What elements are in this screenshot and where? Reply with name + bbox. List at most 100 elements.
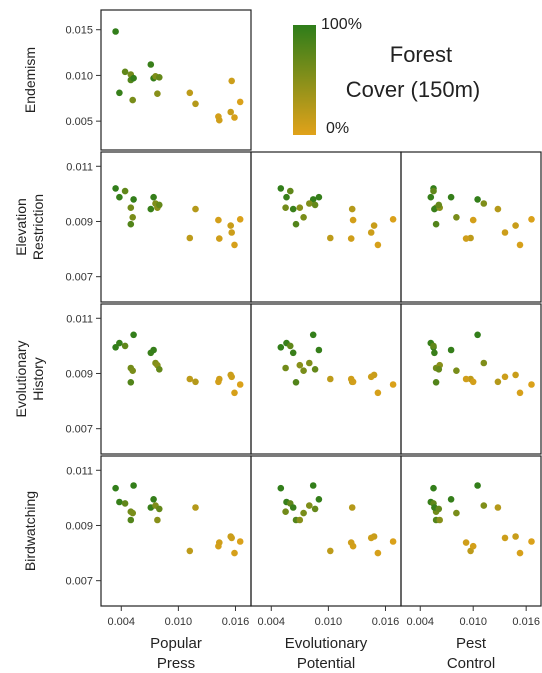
panel-endemism-vs-popular-press <box>100 9 252 151</box>
data-point <box>494 504 502 511</box>
y-tick-label: 0.010 <box>65 70 93 82</box>
data-point <box>129 214 136 221</box>
y-tick-label: 0.009 <box>65 368 93 380</box>
data-point <box>231 241 238 249</box>
x-tick-label: 0.016 <box>222 616 250 628</box>
y-tick-label: 0.011 <box>66 465 93 477</box>
data-point <box>480 502 488 509</box>
data-point <box>116 498 123 506</box>
data-point <box>292 379 300 386</box>
data-point <box>156 505 163 513</box>
x-tick-label: 0.016 <box>372 616 400 628</box>
data-point <box>435 366 443 373</box>
panel-grid <box>100 9 542 607</box>
data-point <box>327 234 334 242</box>
data-point <box>300 509 307 517</box>
data-point <box>462 235 470 242</box>
data-point <box>348 205 356 213</box>
x-tick-label: 0.016 <box>512 616 540 628</box>
data-point <box>130 331 137 339</box>
data-point <box>431 349 438 357</box>
col-label-evolutionary-potential: Evolutionary Potential <box>285 635 368 672</box>
x-tick-label: 0.004 <box>406 616 434 628</box>
data-point <box>192 205 199 213</box>
y-tick-label: 0.007 <box>65 272 93 284</box>
data-point <box>370 222 378 229</box>
data-point <box>349 216 357 224</box>
data-point <box>127 220 135 228</box>
row-label-elevation-restriction: ElevationRestriction <box>13 194 46 260</box>
y-tick-label: 0.005 <box>65 116 93 128</box>
data-point <box>432 220 440 228</box>
data-point <box>150 346 157 354</box>
row-label-evolutionary-history: EvolutionaryHistory <box>13 340 46 417</box>
legend-title: Forest Cover (150m) <box>346 42 480 102</box>
data-point <box>216 375 223 383</box>
data-point <box>116 89 123 97</box>
data-point <box>156 201 163 209</box>
data-point <box>306 359 313 367</box>
data-point <box>121 187 129 195</box>
data-point <box>150 496 157 503</box>
data-point <box>289 205 297 213</box>
data-point <box>231 389 238 397</box>
data-point <box>374 389 382 397</box>
data-point <box>216 235 223 242</box>
data-point <box>469 378 477 386</box>
data-point <box>501 373 509 381</box>
data-point <box>389 381 397 388</box>
data-point <box>315 193 323 201</box>
data-point <box>480 200 488 207</box>
data-point <box>283 193 290 201</box>
data-point <box>327 375 334 383</box>
data-point <box>228 77 235 85</box>
data-point <box>309 196 317 203</box>
data-point <box>516 389 524 397</box>
data-point <box>296 204 304 211</box>
data-point <box>216 116 223 124</box>
data-point <box>436 516 444 524</box>
data-point <box>296 361 304 369</box>
data-point <box>512 222 519 229</box>
col-label-popular-press: Popular Press <box>150 635 202 672</box>
data-point <box>447 193 455 201</box>
col-label-pest-control: Pest Control <box>447 635 495 672</box>
data-point <box>231 549 238 557</box>
data-point <box>315 346 323 354</box>
colorbar-min-label: 0% <box>326 120 349 137</box>
data-point <box>528 538 535 545</box>
y-tick-label: 0.011 <box>66 161 93 173</box>
data-point <box>127 379 135 386</box>
data-point <box>112 28 119 35</box>
data-point <box>227 108 234 116</box>
data-point <box>374 549 382 557</box>
data-point <box>287 342 294 350</box>
data-point <box>112 484 119 492</box>
data-point <box>494 205 502 213</box>
x-tick-label: 0.010 <box>459 616 487 628</box>
data-point <box>306 200 313 207</box>
data-point <box>127 204 135 211</box>
y-tick-label: 0.009 <box>65 520 93 532</box>
data-point <box>430 342 437 350</box>
panel-evolutionary-history-vs-popular-press <box>100 303 252 455</box>
data-point <box>474 482 481 489</box>
data-point <box>309 482 317 489</box>
data-point <box>121 500 129 507</box>
data-point <box>156 74 163 81</box>
data-point <box>292 220 300 228</box>
data-point <box>462 375 470 383</box>
data-point <box>129 509 136 517</box>
data-point <box>528 381 535 388</box>
data-point <box>296 516 304 524</box>
data-point <box>306 502 313 509</box>
panel-evolutionary-history-vs-evolutionary-potential <box>250 303 402 455</box>
data-point <box>231 114 238 121</box>
data-point <box>453 214 460 221</box>
data-point <box>435 201 443 209</box>
x-tick-label: 0.004 <box>108 616 136 628</box>
data-point <box>289 504 297 511</box>
data-point <box>186 89 194 97</box>
forest-cover-legend: 100% 0% Forest Cover (150m) <box>293 16 480 137</box>
data-point <box>469 542 477 550</box>
